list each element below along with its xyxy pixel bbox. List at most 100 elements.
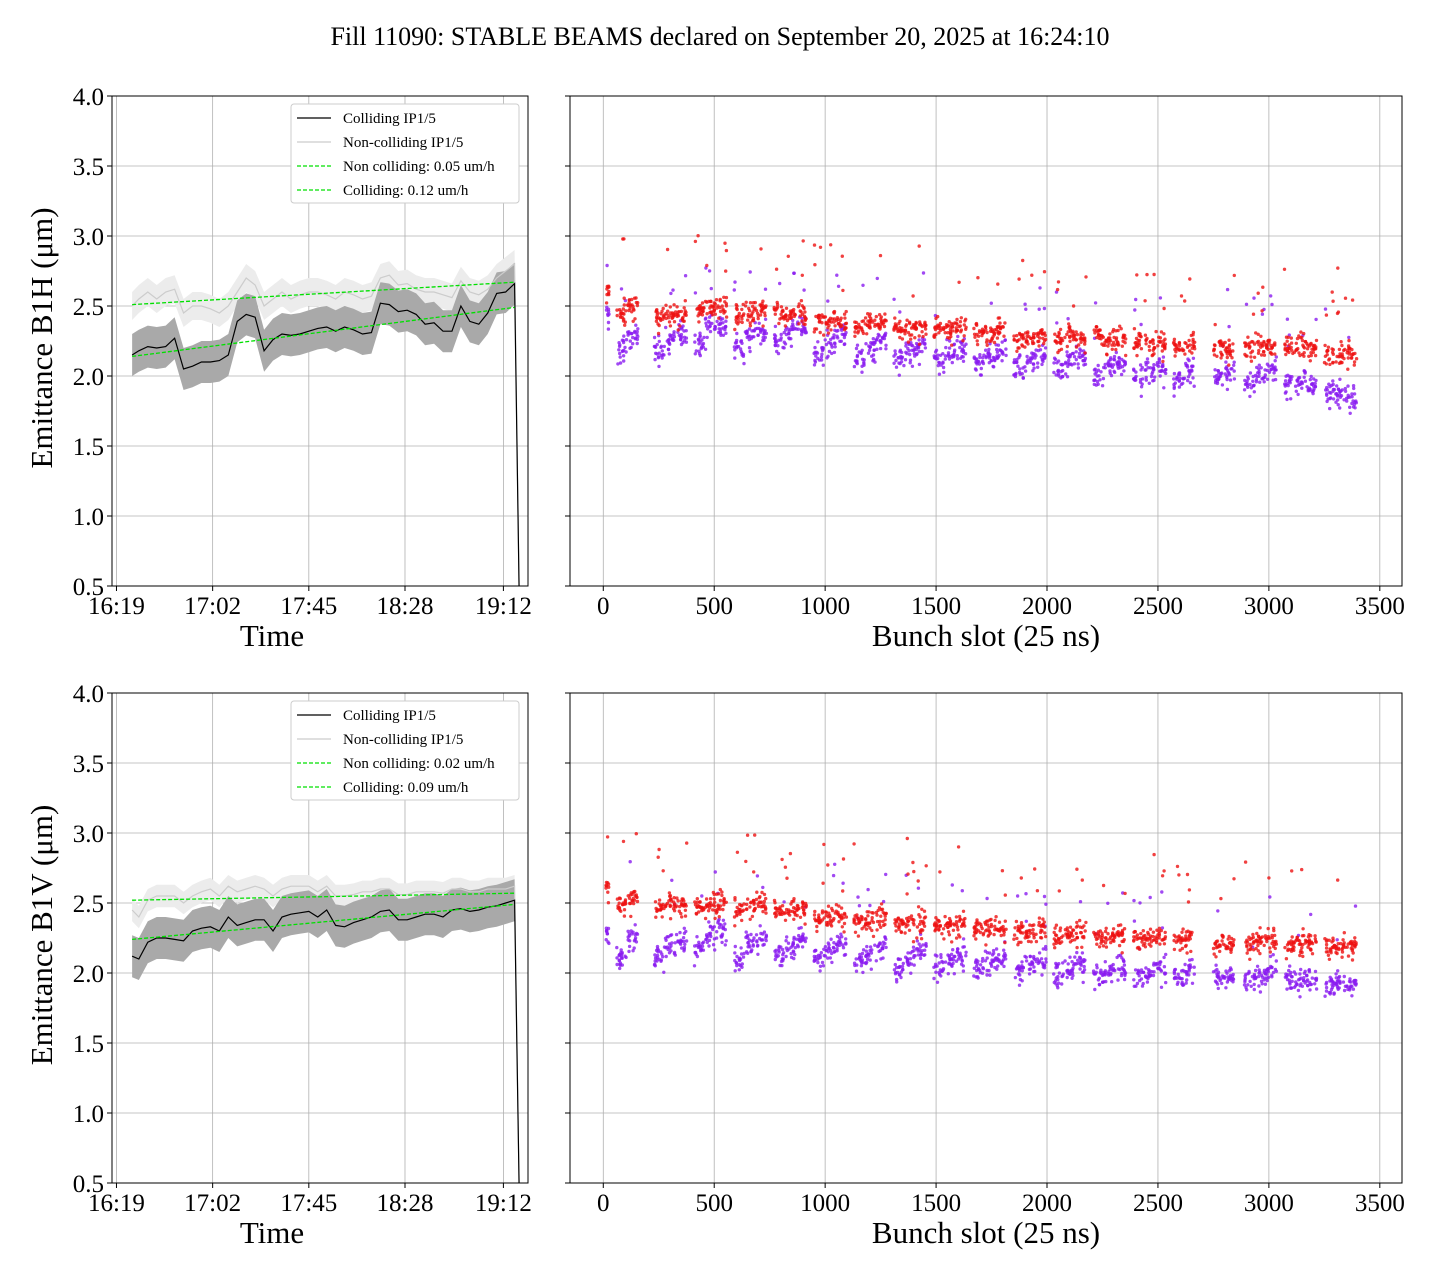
scatter-point [793,315,796,318]
scatter-point [824,954,827,957]
plot-area [132,875,519,1183]
scatter-point [781,346,784,349]
scatter-point [708,933,711,936]
scatter-point [1004,928,1007,931]
scatter-point [782,951,785,954]
scatter-point [975,928,978,931]
scatter-point [1017,925,1020,928]
scatter-point [1120,974,1123,977]
scatter-point [1043,964,1046,967]
scatter-point [1352,951,1355,954]
scatter-point [819,965,822,968]
scatter-point [657,355,660,358]
scatter-point [905,323,908,326]
scatter-point [1338,362,1341,365]
scatter-point [781,904,784,907]
scatter-point [1095,325,1098,328]
scatter-point [843,922,846,925]
scatter-point [1081,951,1084,954]
scatter-point [923,925,926,928]
scatter-point [944,326,947,329]
scatter-point [733,280,736,283]
scatter-point [1061,974,1064,977]
scatter-point [780,913,783,916]
scatter-point [883,935,886,938]
scatter-point [1092,379,1095,382]
scatter-point [1284,353,1287,356]
scatter-point [1055,341,1058,344]
scatter-point [704,906,707,909]
scatter-point [752,943,755,946]
scatter-point [759,328,762,331]
scatter-point [1139,378,1142,381]
scatter-point [1249,947,1252,950]
scatter-point [1344,390,1347,393]
scatter-point [1247,377,1250,380]
scatter-point [937,919,940,922]
scatter-point [634,923,637,926]
scatter-series-low [605,264,1358,415]
scatter-point [999,326,1002,329]
scatter-point [1107,970,1110,973]
scatter-point [750,314,753,317]
scatter-point [803,326,806,329]
scatter-point [761,308,764,311]
scatter-point [910,917,913,920]
scatter-point [1300,946,1303,949]
scatter-point [1342,357,1345,360]
scatter-point [1068,340,1071,343]
scatter-point [665,955,668,958]
scatter-point [707,944,710,947]
scatter-point [661,349,664,352]
scatter-point [1134,985,1137,988]
scatter-point [653,336,656,339]
scatter-point [1113,355,1116,358]
scatter-point [1143,934,1146,937]
scatter-point [738,903,741,906]
scatter-point [1023,345,1026,348]
scatter-point [796,914,799,917]
scatter-point [1105,938,1108,941]
scatter-point [741,353,744,356]
scatter-point [1284,375,1287,378]
scatter-point [1052,972,1055,975]
scatter-point [791,942,794,945]
scatter-point [713,904,716,907]
scatter-point [923,949,926,952]
scatter-point [1067,359,1070,362]
scatter-point [825,343,828,346]
scatter-point [791,910,794,913]
scatter-point [827,331,830,334]
scatter-point [1124,354,1127,357]
scatter-point [902,962,905,965]
scatter-point [961,339,964,342]
scatter-point [1016,943,1019,946]
scatter-point [1071,974,1074,977]
scatter-point [1227,325,1230,328]
scatter-point [1186,346,1189,349]
y-tick-label: 1.0 [73,1101,104,1128]
scatter-point [1313,982,1316,985]
scatter-point [1257,375,1260,378]
scatter-point [1067,962,1070,965]
scatter-point [753,909,756,912]
scatter-point [1055,924,1058,927]
scatter-point [981,927,984,930]
scatter-point [875,911,878,914]
scatter-point [670,941,673,944]
scatter-point [669,944,672,947]
scatter-point [802,239,805,242]
scatter-point [707,902,710,905]
scatter-point [915,322,918,325]
scatter-point [976,339,979,342]
scatter-point [1018,973,1021,976]
scatter-point [655,309,658,312]
scatter-point [1213,375,1216,378]
scatter-point [866,958,869,961]
scatter-point [962,921,965,924]
scatter-point [996,958,999,961]
scatter-point [1328,391,1331,394]
scatter-point [1002,949,1005,952]
scatter-point [1080,931,1083,934]
